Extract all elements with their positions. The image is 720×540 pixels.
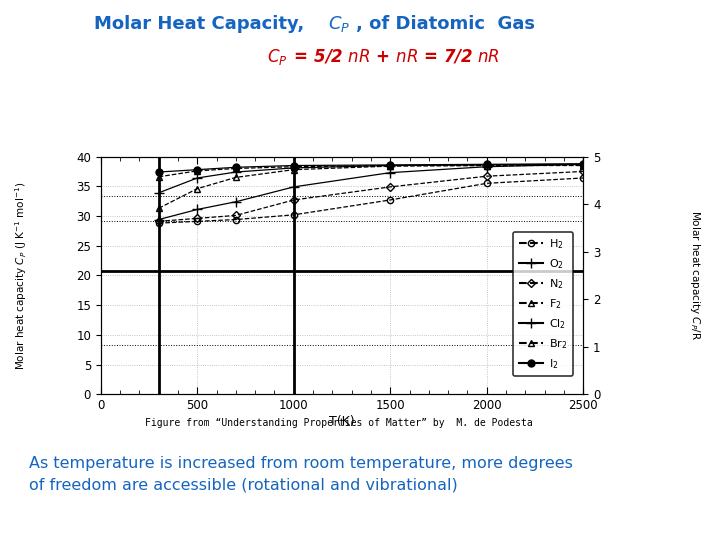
Text: $C_P$: $C_P$ [328,14,350,35]
Text: , of Diatomic  Gas: , of Diatomic Gas [356,15,536,33]
Text: $C_P$: $C_P$ [267,46,288,67]
Text: = 5/2 $nR$ + $nR$ = 7/2 $nR$: = 5/2 $nR$ + $nR$ = 7/2 $nR$ [288,48,500,66]
Text: Molar heat capacity $C_P$/R: Molar heat capacity $C_P$/R [688,211,702,340]
X-axis label: T(K): T(K) [329,415,355,428]
Text: Molar Heat Capacity,: Molar Heat Capacity, [94,15,310,33]
Text: Figure from “Understanding Properties of Matter” by  M. de Podesta: Figure from “Understanding Properties of… [145,418,532,429]
Text: As temperature is increased from room temperature, more degrees
of freedom are a: As temperature is increased from room te… [29,456,572,492]
Text: Molar heat capacity $C_P$ (J K$^{-1}$ mol$^{-1}$): Molar heat capacity $C_P$ (J K$^{-1}$ mo… [14,181,30,369]
Legend: H$_2$, O$_2$, N$_2$, F$_2$, Cl$_2$, Br$_2$, I$_2$: H$_2$, O$_2$, N$_2$, F$_2$, Cl$_2$, Br$_… [513,232,573,376]
